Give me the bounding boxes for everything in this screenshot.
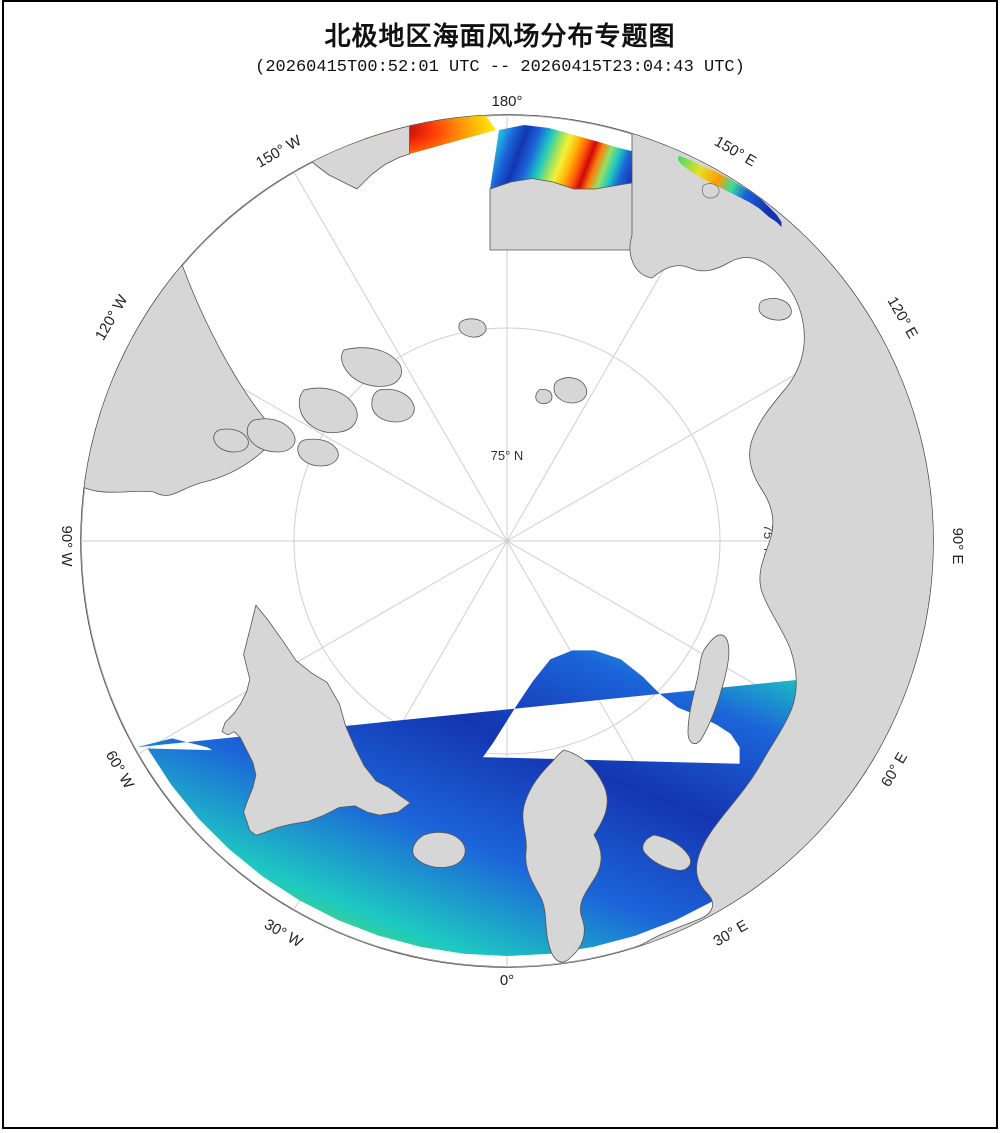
svg-text:150° E: 150° E — [711, 133, 759, 170]
svg-text:150° W: 150° W — [253, 132, 305, 172]
svg-text:30° E: 30° E — [711, 917, 751, 950]
svg-text:60° E: 60° E — [878, 750, 911, 790]
svg-text:180°: 180° — [491, 93, 522, 110]
svg-text:90° W: 90° W — [58, 525, 75, 567]
svg-text:30° W: 30° W — [261, 916, 306, 952]
svg-text:0°: 0° — [500, 972, 514, 989]
svg-text:120° E: 120° E — [884, 294, 921, 342]
svg-text:90° E: 90° E — [949, 528, 966, 565]
svg-text:120° W: 120° W — [92, 291, 132, 343]
svg-text:75° N: 75° N — [491, 448, 524, 463]
svg-text:60° W: 60° W — [102, 748, 138, 793]
